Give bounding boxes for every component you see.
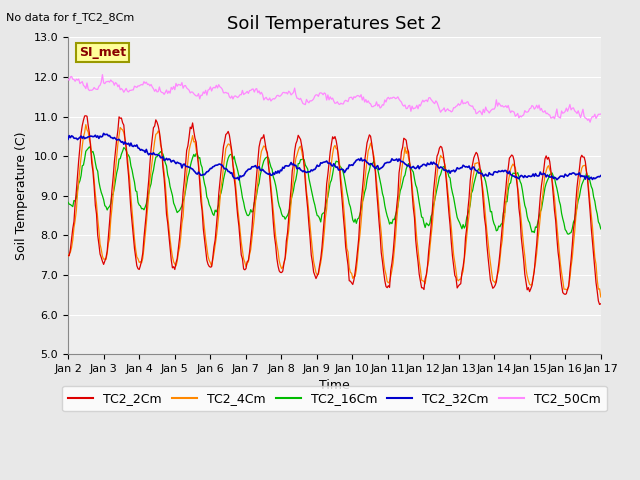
Text: No data for f_TC2_8Cm: No data for f_TC2_8Cm bbox=[6, 12, 134, 23]
Text: SI_met: SI_met bbox=[79, 47, 126, 60]
Title: Soil Temperatures Set 2: Soil Temperatures Set 2 bbox=[227, 15, 442, 33]
Legend: TC2_2Cm, TC2_4Cm, TC2_16Cm, TC2_32Cm, TC2_50Cm: TC2_2Cm, TC2_4Cm, TC2_16Cm, TC2_32Cm, TC… bbox=[62, 386, 607, 411]
X-axis label: Time: Time bbox=[319, 379, 350, 393]
Y-axis label: Soil Temperature (C): Soil Temperature (C) bbox=[15, 132, 28, 260]
